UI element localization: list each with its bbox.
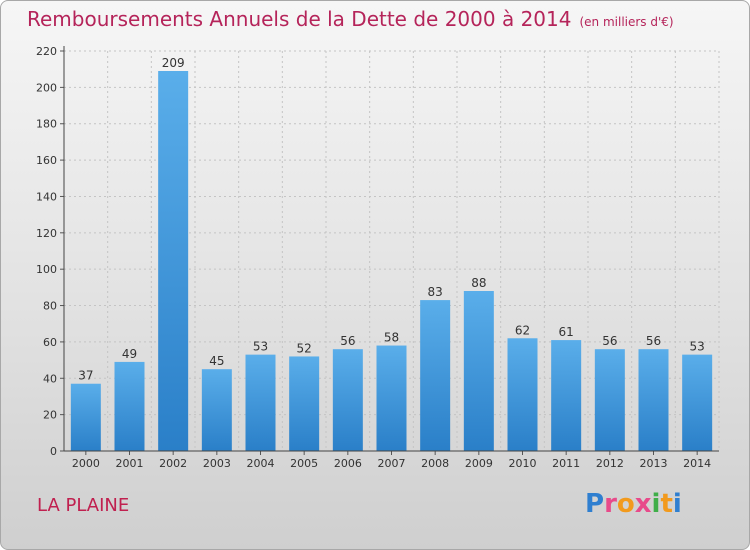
bar [682,354,713,451]
y-tick-label: 160 [36,154,57,167]
bar-value-label: 49 [122,347,137,361]
bar-value-label: 56 [340,334,355,348]
y-tick-label: 180 [36,118,57,131]
x-tick-label: 2009 [465,457,493,470]
y-tick-label: 100 [36,263,57,276]
y-tick-label: 220 [36,45,57,58]
commune-name: LA PLAINE [37,495,130,516]
y-tick-label: 140 [36,190,57,203]
chart-unit: (en milliers d'€) [579,15,674,29]
x-tick-label: 2011 [552,457,580,470]
bar [201,369,232,451]
bar-value-label: 209 [162,56,185,70]
bar-value-label: 37 [78,369,93,383]
x-tick-label: 2000 [72,457,100,470]
bar-value-label: 53 [253,340,268,354]
y-tick-label: 0 [50,445,57,458]
y-tick-label: 200 [36,81,57,94]
bar [289,356,320,451]
x-tick-label: 2003 [203,457,231,470]
bar [245,354,276,451]
y-tick-label: 80 [43,300,57,313]
bar-value-label: 56 [602,334,617,348]
bar [70,383,101,451]
chart-title-text: Remboursements Annuels de la Dette de 20… [27,7,572,31]
bar [114,361,145,451]
bar-value-label: 83 [428,285,443,299]
y-tick-label: 20 [43,409,57,422]
logo-letter: P [585,489,605,519]
chart-title: Remboursements Annuels de la Dette de 20… [27,7,674,31]
logo-letter: r [604,489,617,519]
x-tick-label: 2004 [247,457,275,470]
proxiti-logo: Proxiti [585,489,682,519]
logo-letter: t [660,489,673,519]
y-tick-label: 60 [43,336,57,349]
bar-value-label: 45 [209,354,224,368]
bar [420,300,451,451]
bar-value-label: 88 [471,276,486,290]
x-tick-label: 2008 [421,457,449,470]
bar [332,349,363,451]
y-tick-label: 40 [43,372,57,385]
x-tick-label: 2001 [116,457,144,470]
bar-value-label: 53 [690,340,705,354]
x-tick-label: 2014 [683,457,711,470]
bar-value-label: 52 [297,341,312,355]
bar [594,349,625,451]
bar [638,349,669,451]
bar-value-label: 56 [646,334,661,348]
x-tick-label: 2010 [509,457,537,470]
logo-letter: o [616,489,635,519]
logo-letter: i [651,489,661,519]
bar [376,345,407,451]
x-tick-label: 2002 [159,457,187,470]
bar [463,291,494,451]
x-tick-label: 2013 [640,457,668,470]
x-tick-label: 2005 [290,457,318,470]
bar-value-label: 62 [515,323,530,337]
x-tick-label: 2012 [596,457,624,470]
bar-value-label: 58 [384,331,399,345]
logo-letter: i [672,489,682,519]
x-tick-label: 2007 [378,457,406,470]
y-tick-label: 120 [36,227,57,240]
bar [507,338,538,451]
bar [551,340,582,451]
x-tick-label: 2006 [334,457,362,470]
bar-value-label: 61 [559,325,574,339]
bar [158,71,189,451]
logo-letter: x [634,489,652,519]
